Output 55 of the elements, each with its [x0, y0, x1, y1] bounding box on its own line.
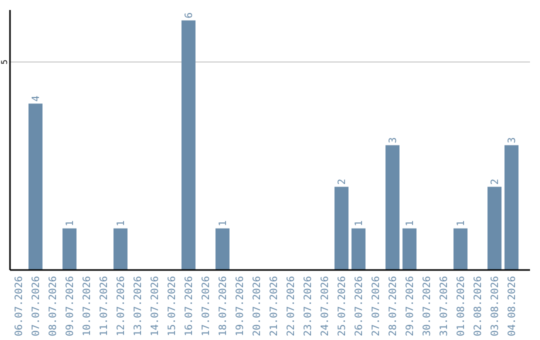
data-label: 1 — [405, 220, 416, 226]
x-tick-label: 13.07.2026 — [133, 276, 144, 336]
bar — [62, 228, 76, 270]
data-label: 1 — [354, 220, 365, 226]
x-tick-label: 18.07.2026 — [218, 276, 229, 336]
x-tick-label: 07.07.2026 — [31, 276, 42, 336]
x-tick-label: 22.07.2026 — [286, 276, 297, 336]
data-label: 1 — [116, 220, 127, 226]
data-label: 1 — [65, 220, 76, 226]
data-label: 1 — [218, 220, 229, 226]
bar — [454, 228, 468, 270]
x-tick-label: 28.07.2026 — [388, 276, 399, 336]
x-tick-label: 15.07.2026 — [167, 276, 178, 336]
x-tick-label: 09.07.2026 — [65, 276, 76, 336]
x-tick-label: 16.07.2026 — [184, 276, 195, 336]
data-label: 1 — [456, 220, 467, 226]
x-tick-label: 23.07.2026 — [303, 276, 314, 336]
x-tick-label: 27.07.2026 — [371, 276, 382, 336]
bar — [504, 145, 518, 270]
x-tick-label: 17.07.2026 — [201, 276, 212, 336]
bar — [402, 228, 416, 270]
x-tick-label: 03.08.2026 — [490, 276, 501, 336]
x-tick-label: 12.07.2026 — [116, 276, 127, 336]
x-tick-label: 08.07.2026 — [48, 276, 59, 336]
x-tick-label: 20.07.2026 — [252, 276, 263, 336]
x-tick-label: 19.07.2026 — [235, 276, 246, 336]
x-tick-label: 14.07.2026 — [150, 276, 161, 336]
bar — [114, 228, 128, 270]
bar — [182, 20, 196, 270]
x-tick-label: 24.07.2026 — [320, 276, 331, 336]
data-label: 6 — [184, 12, 195, 18]
bar — [488, 186, 502, 270]
bar — [334, 186, 348, 270]
bar — [28, 104, 42, 270]
bar — [352, 228, 366, 270]
data-label: 3 — [388, 137, 399, 144]
x-tick-label: 21.07.2026 — [269, 276, 280, 336]
bar — [216, 228, 230, 270]
x-tick-label: 25.07.2026 — [337, 276, 348, 336]
x-tick-label: 10.07.2026 — [82, 276, 93, 336]
y-tick-label: 5 — [0, 59, 9, 64]
data-label: 2 — [490, 178, 501, 185]
data-label: 2 — [337, 178, 348, 185]
x-tick-label: 04.08.2026 — [507, 276, 518, 336]
data-label: 3 — [507, 137, 518, 144]
data-label: 4 — [31, 96, 42, 102]
x-tick-label: 31.07.2026 — [439, 276, 450, 336]
bar — [386, 145, 400, 270]
x-tick-label: 30.07.2026 — [422, 276, 433, 336]
x-tick-label: 02.08.2026 — [473, 276, 484, 336]
x-tick-label: 29.07.2026 — [405, 276, 416, 336]
x-tick-label: 06.07.2026 — [14, 276, 25, 336]
x-tick-label: 11.07.2026 — [99, 276, 110, 336]
x-tick-label: 26.07.2026 — [354, 276, 365, 336]
x-tick-label: 01.08.2026 — [456, 276, 467, 336]
